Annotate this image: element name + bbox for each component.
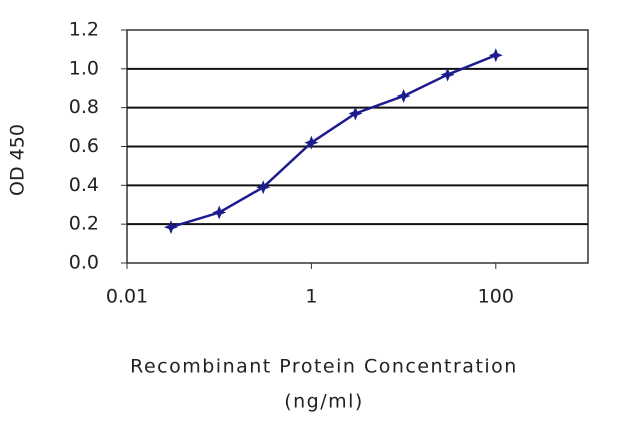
y-tick-label: 0.4 [69, 174, 99, 196]
y-tick-label: 0.8 [69, 96, 99, 118]
data-line [170, 54, 497, 229]
data-point [163, 220, 178, 235]
data-point [348, 106, 363, 121]
data-point [396, 89, 411, 104]
y-tick-label: 1.2 [69, 19, 99, 41]
data-point [256, 180, 271, 195]
data-point [304, 135, 319, 150]
data-point [212, 205, 227, 220]
data-point [488, 48, 503, 63]
y-tick-label: 0.0 [69, 252, 99, 274]
y-tick-label: 0.2 [69, 213, 99, 235]
x-axis-unit: (ng/ml) [284, 391, 364, 413]
data-point [440, 67, 455, 82]
y-tick-label: 1.0 [69, 57, 99, 79]
x-tick-label: 1 [305, 286, 317, 308]
y-axis-title: OD 450 [7, 124, 29, 196]
x-tick-label: 100 [478, 286, 514, 308]
y-tick-label: 0.6 [69, 135, 99, 157]
x-axis-title: Recombinant Protein Concentration [130, 356, 518, 378]
x-tick-label: 0.01 [106, 286, 148, 308]
